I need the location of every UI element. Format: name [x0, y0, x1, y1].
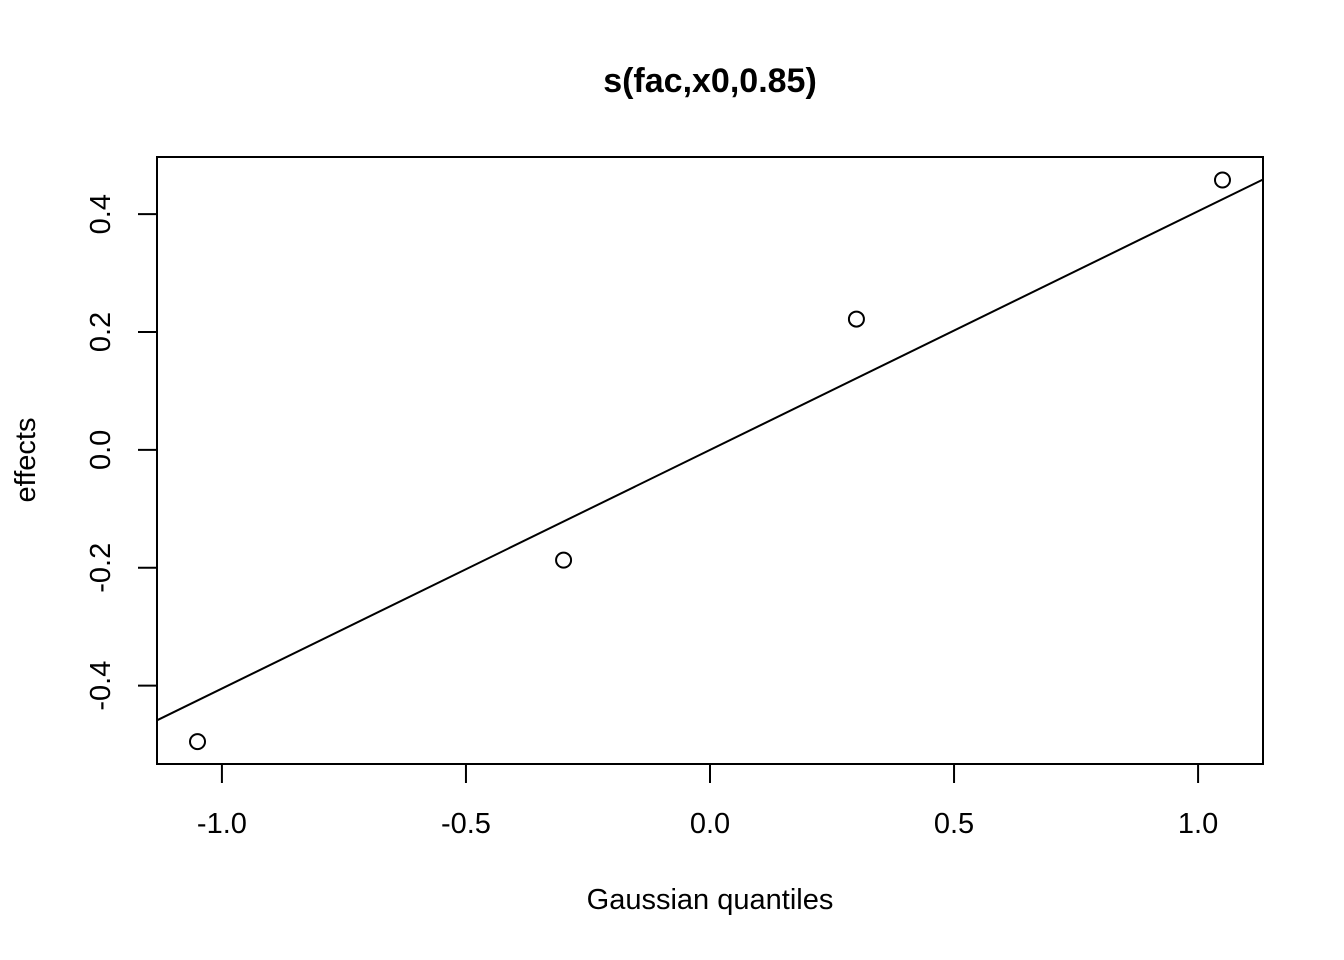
chart-title: s(fac,x0,0.85): [603, 62, 817, 100]
data-point: [189, 733, 207, 751]
data-point: [555, 551, 573, 569]
y-tick-label: -0.2: [85, 543, 117, 593]
plot-frame: [156, 156, 1264, 765]
y-tick-label: 0.0: [85, 430, 117, 470]
x-tick-label: -1.0: [197, 808, 247, 840]
x-axis-label: Gaussian quantiles: [587, 884, 834, 916]
data-point: [847, 310, 865, 328]
y-axis: -0.4 -0.2 0.0 0.2 0.4: [85, 194, 157, 711]
x-tick-label: 0.5: [934, 808, 974, 840]
y-tick-label: 0.2: [85, 312, 117, 352]
data-point: [1213, 171, 1231, 189]
reference-line: [156, 178, 1264, 722]
y-tick-label: 0.4: [85, 194, 117, 234]
x-tick-label: 0.0: [690, 808, 730, 840]
y-axis-label: effects: [10, 418, 42, 503]
x-tick-label: -0.5: [441, 808, 491, 840]
x-axis: -1.0 -0.5 0.0 0.5 1.0: [197, 764, 1218, 840]
data-points: [189, 171, 1231, 751]
x-tick-label: 1.0: [1178, 808, 1218, 840]
y-tick-label: -0.4: [85, 661, 117, 711]
